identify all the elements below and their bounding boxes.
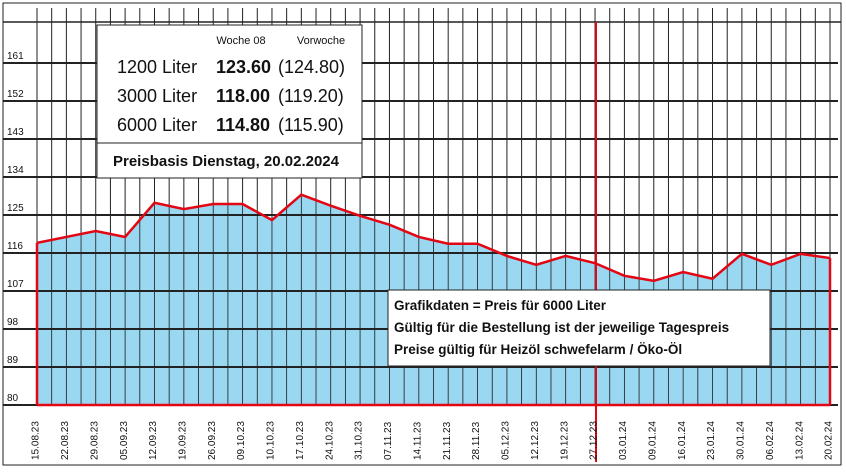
x-tick-label: 20.02.24: [824, 421, 835, 460]
y-tick-label: 98: [7, 317, 19, 328]
row-label: 1200 Liter: [117, 57, 197, 77]
y-tick-label: 80: [7, 393, 19, 404]
y-tick-label: 161: [7, 51, 24, 62]
price-previous: (115.90): [278, 115, 344, 135]
y-tick-label: 107: [7, 279, 24, 290]
note: Gültig für die Bestellung ist der jeweil…: [394, 320, 729, 335]
x-tick-label: 07.11.23: [383, 421, 394, 460]
x-tick-label: 30.01.24: [736, 421, 747, 460]
y-tick-label: 89: [7, 355, 19, 366]
note: Preise gültig für Heizöl schwefelarm / Ö…: [394, 342, 682, 357]
price-current: 118.00: [216, 86, 270, 106]
note: Grafikdaten = Preis für 6000 Liter: [394, 298, 607, 313]
price-current: 123.60: [216, 57, 271, 77]
price-current: 114.80: [216, 115, 270, 135]
x-tick-label: 19.12.23: [559, 421, 570, 460]
y-tick-label: 143: [7, 127, 24, 138]
x-tick-label: 12.09.23: [148, 421, 159, 460]
price-box-bg: [96, 24, 363, 179]
x-tick-label: 29.08.23: [89, 421, 100, 460]
x-tick-label: 31.10.23: [354, 421, 365, 460]
labels: 80 89 98 107 116 125 134 143 152 161 15.08.23 22.08…: [7, 51, 835, 460]
x-tick-label: 12.12.23: [530, 421, 541, 460]
notes-box: Grafikdaten = Preis für 6000 Liter Gülti…: [387, 289, 771, 367]
y-tick-label: 152: [7, 89, 24, 100]
x-tick-label: 03.01.24: [618, 421, 629, 460]
y-tick-label: 116: [7, 241, 23, 252]
x-tick-label: 05.12.23: [501, 421, 512, 460]
price-line: [36, 193, 831, 283]
frame: [2, 2, 842, 466]
x-tick-label: 10.10.23: [266, 421, 277, 460]
price-previous: (124.80): [278, 57, 345, 77]
x-tick-label: 14.11.23: [412, 421, 423, 460]
x-tick-label: 24.10.23: [324, 421, 335, 460]
x-tick-label: 13.02.24: [794, 421, 805, 460]
price-previous: (119.20): [278, 86, 344, 106]
x-tick-label: 09.01.24: [647, 421, 658, 460]
row-label: 3000 Liter: [117, 86, 197, 106]
price-box: Woche 08 Vorwoche 1200 Liter 123.60 (124.8…: [96, 24, 363, 179]
y-tick-label: 134: [7, 165, 24, 176]
x-tick-label: 16.01.24: [677, 421, 688, 460]
x-tick-label: 23.01.24: [706, 421, 717, 460]
x-tick-label: 27.12.23: [589, 421, 600, 460]
x-tick-label: 26.09.23: [207, 421, 218, 460]
x-tick-label: 15.08.23: [31, 421, 42, 460]
row-label: 6000 Liter: [117, 115, 197, 135]
x-tick-label: 21.11.23: [442, 421, 453, 460]
x-tick-label: 17.10.23: [295, 421, 306, 460]
x-tick-label: 09.10.23: [236, 421, 247, 460]
x-tick-label: 19.09.23: [177, 421, 188, 460]
price-basis: Preisbasis Dienstag, 20.02.2024: [113, 153, 340, 170]
y-tick-label: 125: [7, 203, 24, 214]
col-header: Vorwoche: [297, 35, 345, 47]
x-tick-label: 06.02.24: [765, 421, 776, 460]
notes-bg: [387, 289, 771, 367]
x-tick-label: 22.08.23: [60, 421, 71, 460]
x-tick-label: 05.09.23: [119, 421, 130, 460]
x-tick-label: 28.11.23: [471, 421, 482, 460]
col-header: Woche 08: [216, 35, 265, 47]
